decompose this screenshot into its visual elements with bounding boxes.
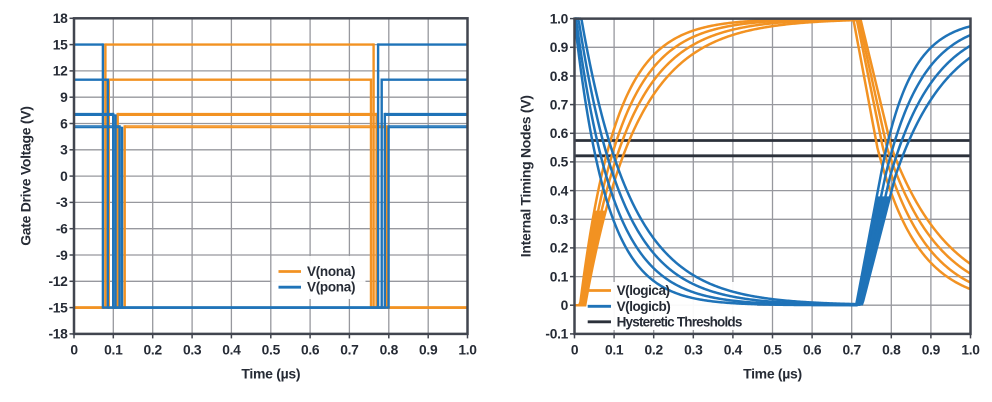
svg-text:3: 3 <box>60 143 68 158</box>
svg-text:0.8: 0.8 <box>380 342 399 357</box>
svg-text:V(logicb): V(logicb) <box>617 299 671 314</box>
svg-text:V(nona): V(nona) <box>307 264 355 279</box>
svg-text:0: 0 <box>70 342 78 357</box>
svg-text:V(logica): V(logica) <box>617 283 670 298</box>
svg-text:-15: -15 <box>48 300 68 315</box>
svg-text:0.8: 0.8 <box>550 69 569 84</box>
svg-text:0.3: 0.3 <box>183 342 202 357</box>
svg-text:0.4: 0.4 <box>724 342 743 357</box>
svg-text:18: 18 <box>53 11 68 26</box>
svg-text:Gate Drive Voltage (V): Gate Drive Voltage (V) <box>18 106 34 245</box>
svg-text:0.7: 0.7 <box>550 97 569 112</box>
svg-text:0.6: 0.6 <box>803 342 822 357</box>
svg-text:0.2: 0.2 <box>550 241 569 256</box>
svg-text:0.7: 0.7 <box>843 342 862 357</box>
svg-text:0.5: 0.5 <box>763 342 782 357</box>
svg-text:0.3: 0.3 <box>550 212 569 227</box>
svg-text:-6: -6 <box>56 222 68 237</box>
svg-text:12: 12 <box>53 64 68 79</box>
svg-text:-3: -3 <box>56 195 68 210</box>
svg-text:Hysteretic Thresholds: Hysteretic Thresholds <box>617 315 742 330</box>
svg-text:0.3: 0.3 <box>684 342 703 357</box>
svg-text:0.1: 0.1 <box>104 342 123 357</box>
svg-text:0.2: 0.2 <box>645 342 664 357</box>
svg-text:1.0: 1.0 <box>458 342 477 357</box>
svg-text:0.1: 0.1 <box>605 342 624 357</box>
svg-text:Internal Timing Nodes (V): Internal Timing Nodes (V) <box>518 95 534 257</box>
svg-text:1.0: 1.0 <box>550 11 569 26</box>
svg-text:-0.1: -0.1 <box>545 327 568 342</box>
svg-text:0: 0 <box>561 298 569 313</box>
svg-text:-18: -18 <box>48 327 68 342</box>
svg-text:0.9: 0.9 <box>922 342 941 357</box>
svg-text:0.6: 0.6 <box>301 342 320 357</box>
svg-text:6: 6 <box>60 116 68 131</box>
svg-text:0.7: 0.7 <box>340 342 359 357</box>
svg-text:0.4: 0.4 <box>222 342 241 357</box>
svg-text:0.6: 0.6 <box>550 126 569 141</box>
svg-text:0.5: 0.5 <box>262 342 281 357</box>
svg-text:0.2: 0.2 <box>144 342 163 357</box>
svg-text:15: 15 <box>53 37 68 52</box>
svg-text:0.9: 0.9 <box>419 342 438 357</box>
svg-text:0.5: 0.5 <box>550 155 569 170</box>
svg-text:Time (µs): Time (µs) <box>241 365 300 381</box>
svg-text:1.0: 1.0 <box>961 342 980 357</box>
svg-text:-12: -12 <box>48 274 68 289</box>
svg-text:0.4: 0.4 <box>550 183 569 198</box>
svg-text:-9: -9 <box>56 248 68 263</box>
svg-text:Time (µs): Time (µs) <box>743 365 802 381</box>
svg-text:V(pona): V(pona) <box>307 280 355 295</box>
svg-text:0.9: 0.9 <box>550 40 569 55</box>
svg-text:0: 0 <box>60 169 68 184</box>
svg-text:0: 0 <box>571 342 579 357</box>
svg-text:9: 9 <box>60 90 68 105</box>
svg-text:0.8: 0.8 <box>882 342 901 357</box>
svg-text:0.1: 0.1 <box>550 269 569 284</box>
